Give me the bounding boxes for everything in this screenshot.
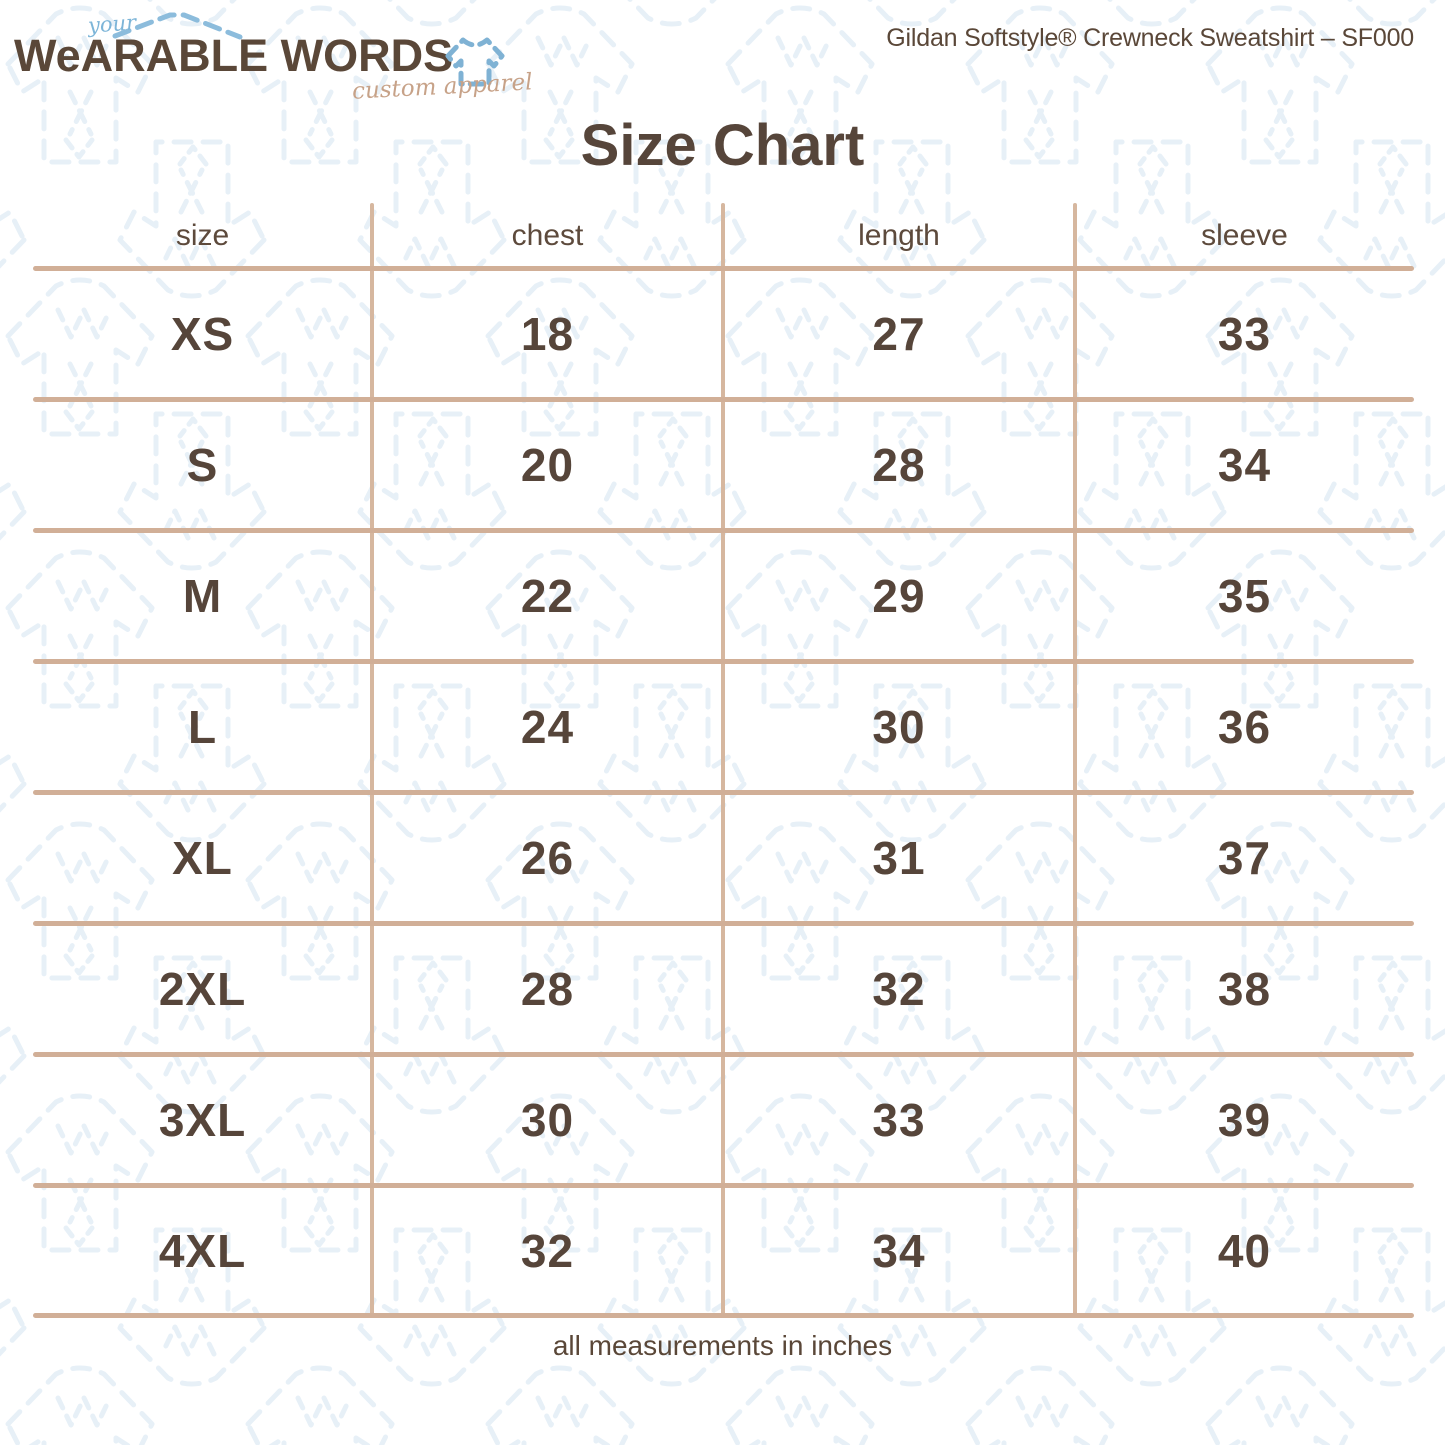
product-title: Gildan Softstyle® Crewneck Sweatshirt – … — [886, 24, 1414, 52]
sleeve-value: 34 — [1217, 438, 1272, 491]
sleeve-value: 37 — [1217, 831, 1272, 884]
sleeve-value: 33 — [1217, 307, 1272, 360]
length-value: 30 — [872, 700, 926, 753]
table-line-horizontal — [33, 1183, 1414, 1188]
table-line-horizontal — [33, 790, 1414, 795]
size-label: M — [182, 569, 223, 622]
logo-roof-stitch-icon — [112, 12, 243, 40]
table-line-horizontal — [33, 659, 1414, 664]
length-value: 34 — [872, 1224, 926, 1277]
length-value: 33 — [872, 1093, 926, 1146]
chest-value: 30 — [520, 1093, 575, 1146]
length-value: 28 — [872, 438, 926, 491]
page-title: Size Chart — [580, 113, 865, 178]
length-value: 32 — [872, 962, 926, 1015]
brand-logo: your WeARABLE WORDS custom apparel — [14, 4, 534, 108]
table-line-horizontal — [33, 921, 1414, 926]
length-value: 29 — [872, 569, 926, 622]
logo-tshirt-icon — [445, 37, 505, 87]
size-label: 4XL — [158, 1224, 247, 1277]
col-header-size: size — [175, 218, 230, 252]
col-header-length: length — [858, 218, 940, 252]
size-label: XL — [172, 831, 233, 884]
col-header-sleeve: sleeve — [1201, 218, 1288, 252]
table-line-horizontal — [33, 1313, 1414, 1318]
chest-value: 22 — [520, 569, 575, 622]
table-line-horizontal — [33, 397, 1414, 402]
chest-value: 28 — [520, 962, 575, 1015]
chest-value: 24 — [520, 700, 575, 753]
length-value: 31 — [872, 831, 926, 884]
table-line-vertical — [370, 203, 374, 1316]
logo-brand-text: WeARABLE WORDS — [14, 30, 454, 81]
size-label: S — [186, 438, 219, 491]
size-table: size chest length sleeve XS 18 27 33 S 2… — [33, 203, 1414, 1318]
table-line-vertical — [721, 203, 725, 1316]
size-label: 2XL — [158, 962, 247, 1015]
sleeve-value: 40 — [1217, 1224, 1272, 1277]
table-line-horizontal — [33, 1052, 1414, 1057]
chest-value: 20 — [520, 438, 575, 491]
sleeve-value: 36 — [1217, 700, 1272, 753]
table-line-vertical — [1073, 203, 1077, 1316]
sleeve-value: 38 — [1217, 962, 1272, 1015]
chest-value: 26 — [520, 831, 575, 884]
sleeve-value: 35 — [1217, 569, 1272, 622]
chest-value: 32 — [520, 1224, 575, 1277]
chest-value: 18 — [520, 307, 575, 360]
size-label: L — [187, 700, 218, 753]
size-table-grid: size chest length sleeve XS 18 27 33 S 2… — [33, 203, 1414, 1316]
table-line-horizontal — [33, 266, 1414, 271]
table-line-horizontal — [33, 528, 1414, 533]
measurements-note: all measurements in inches — [552, 1330, 893, 1361]
sleeve-value: 39 — [1217, 1093, 1272, 1146]
size-label: XS — [170, 307, 235, 360]
length-value: 27 — [872, 307, 926, 360]
col-header-chest: chest — [511, 218, 584, 252]
size-label: 3XL — [158, 1093, 247, 1146]
